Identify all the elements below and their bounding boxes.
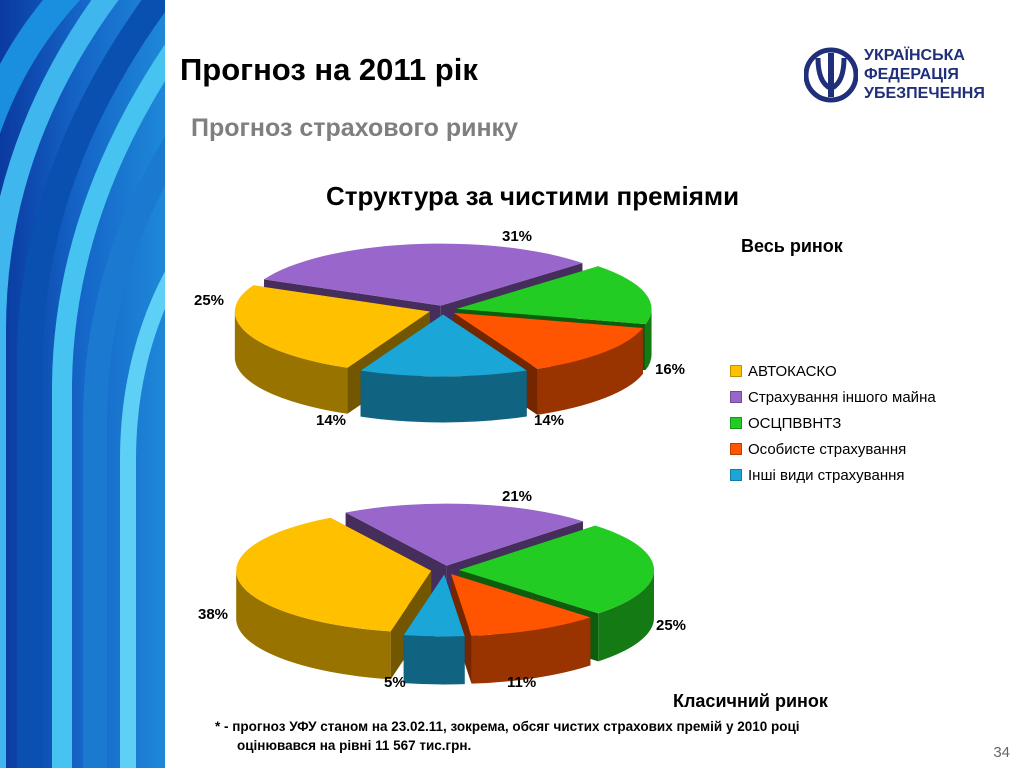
- legend-item: Страхування іншого майна: [730, 384, 936, 410]
- pie-data-label: 31%: [502, 228, 532, 245]
- legend-swatch: [730, 365, 742, 377]
- legend-swatch: [730, 417, 742, 429]
- legend-swatch: [730, 469, 742, 481]
- pie-chart-classic-market: 38% 21% 25% 11% 5%: [198, 488, 686, 691]
- footnote-line1: * - прогноз УФУ станом на 23.02.11, зокр…: [215, 719, 800, 734]
- pie-data-label: 38%: [198, 606, 228, 623]
- legend-item: Особисте страхування: [730, 436, 936, 462]
- legend-swatch: [730, 391, 742, 403]
- footnote-line2: оцінювався на рівні 11 567 тис.грн.: [237, 738, 472, 753]
- pie-data-label: 21%: [502, 488, 532, 505]
- page-number: 34: [993, 744, 1010, 761]
- chart-heading: Структура за чистими преміями: [326, 181, 740, 211]
- legend-swatch: [730, 443, 742, 455]
- pie-data-label: 16%: [655, 361, 685, 378]
- decorative-side-band: [0, 0, 165, 768]
- pie-data-label: 14%: [534, 412, 564, 429]
- legend-item: Інші види страхування: [730, 462, 936, 488]
- chart-title-whole-market: Весь ринок: [741, 236, 843, 256]
- legend-label: Інші види страхування: [748, 466, 905, 484]
- chart-title-classic-market: Класичний ринок: [673, 691, 828, 711]
- page-title: Прогноз на 2011 рік: [180, 52, 478, 87]
- legend-label: Особисте страхування: [748, 440, 907, 458]
- pie-slice: [451, 574, 591, 684]
- pie-slice: [403, 574, 465, 685]
- logo-text-line3: УБЕЗПЕЧЕННЯ: [864, 85, 985, 102]
- legend-label: АВТОКАСКО: [748, 362, 837, 380]
- legend-item: ОСЦПВВНТЗ: [730, 410, 936, 436]
- pie-data-label: 14%: [316, 412, 346, 429]
- legend-label: ОСЦПВВНТЗ: [748, 414, 842, 432]
- page-subtitle: Прогноз страхового ринку: [191, 114, 518, 142]
- pie-data-label: 25%: [194, 292, 224, 309]
- legend-label: Страхування іншого майна: [748, 388, 936, 406]
- pie-data-label: 5%: [384, 674, 406, 691]
- legend-item: АВТОКАСКО: [730, 358, 936, 384]
- pie-chart-whole-market: 25% 31% 16% 14% 14%: [194, 228, 685, 429]
- pie-data-label: 11%: [507, 674, 536, 691]
- ufu-logo: УКРАЇНСЬКА ФЕДЕРАЦІЯ УБЕЗПЕЧЕННЯ: [804, 44, 994, 106]
- pie-slice: [360, 314, 527, 423]
- chart-legend: АВТОКАСКО Страхування іншого майна ОСЦПВ…: [730, 358, 936, 488]
- footnote: * - прогноз УФУ станом на 23.02.11, зокр…: [215, 717, 800, 755]
- trident-logo-icon: [804, 47, 858, 103]
- logo-text-line2: ФЕДЕРАЦІЯ: [864, 66, 959, 83]
- logo-text-line1: УКРАЇНСЬКА: [864, 47, 965, 64]
- pie-slice: [236, 517, 432, 680]
- pie-data-label: 25%: [656, 617, 686, 634]
